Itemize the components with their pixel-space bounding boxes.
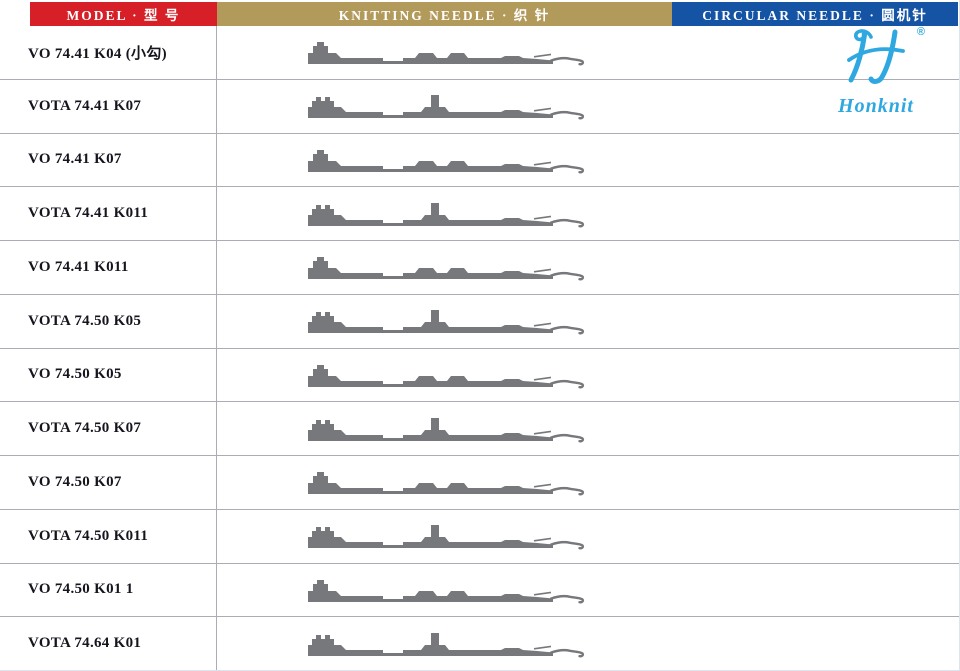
table-row: VO 74.41 K011 [0,241,959,295]
needle-cell [217,295,672,348]
model-label: VO 74.50 K01 1 [28,581,134,598]
table-row: VO 74.50 K01 1 [0,563,959,618]
stylized-h-icon [847,29,905,85]
needle-cell [217,617,672,670]
model-cell: VO 74.41 K011 [0,241,217,294]
model-label: VOTA 74.64 K01 [28,635,142,652]
table-row: VOTA 74.50 K05 [0,294,959,349]
model-cell: VOTA 74.41 K07 [0,79,217,133]
model-label: VOTA 74.41 K011 [28,205,149,222]
needle-silhouette [307,632,584,658]
table-row: VOTA 74.50 K07 [0,402,959,456]
model-label: VOTA 74.41 K07 [28,97,142,114]
registered-trademark-symbol: ® [916,26,925,38]
model-cell: VO 74.41 K04 (小勾) [0,26,217,79]
row-spacer [672,564,959,617]
model-label: VO 74.50 K07 [28,473,122,490]
needle-silhouette [307,202,584,228]
table-row: VO 74.50 K07 [0,456,959,510]
model-cell: VO 74.50 K05 [0,348,217,402]
table-row: VOTA 74.41 K011 [0,187,959,241]
model-label: VO 74.41 K011 [28,258,129,275]
header-left-gap [0,2,30,26]
brand-name: Honknit [838,95,914,117]
needle-cell [217,26,672,79]
needle-cell [217,510,672,563]
model-cell: VOTA 74.50 K07 [0,402,217,455]
needle-cell [217,241,672,294]
needle-table: VO 74.41 K04 (小勾) VOTA 74.41 K07 VO 74.4… [0,26,959,670]
row-spacer [672,134,959,187]
needle-silhouette [307,310,584,335]
row-spacer [672,617,959,670]
model-cell: VO 74.50 K01 1 [0,563,217,617]
table-row: VO 74.50 K05 [0,348,959,403]
needle-silhouette [307,95,584,120]
model-cell: VOTA 74.50 K05 [0,294,217,348]
model-cell: VOTA 74.50 K011 [0,509,217,563]
needle-cell [217,456,672,509]
needle-cell [217,402,672,455]
brand-logo: ® Honknit [813,26,939,118]
knitting-needle-header: KNITTING NEEDLE · 织 针 [217,2,672,26]
row-spacer [672,456,959,509]
needle-cell [217,134,672,187]
table-row: VOTA 74.50 K011 [0,509,959,564]
header-bar: MODEL · 型 号 KNITTING NEEDLE · 织 针 CIRCUL… [0,2,959,26]
row-spacer [672,241,959,294]
model-label: VOTA 74.50 K05 [28,312,142,329]
model-cell: VOTA 74.64 K01 [0,617,217,670]
row-spacer [672,402,959,455]
model-cell: VOTA 74.41 K011 [0,187,217,240]
needle-silhouette [307,149,584,174]
model-cell: VO 74.41 K07 [0,133,217,187]
row-spacer [672,295,959,348]
table-row: VOTA 74.41 K07 [0,79,959,134]
needle-silhouette [307,42,584,66]
model-cell: VO 74.50 K07 [0,456,217,509]
model-label: VO 74.41 K07 [28,151,122,168]
needle-silhouette [307,525,584,550]
needle-cell [217,349,672,402]
model-label: VO 74.41 K04 (小勾) [28,45,167,62]
table-row: VO 74.41 K04 (小勾) [0,26,959,80]
needle-silhouette [307,364,584,389]
needle-cell [217,564,672,617]
model-label: VO 74.50 K05 [28,366,122,383]
needle-silhouette [307,472,584,496]
needle-silhouette [307,257,584,281]
model-column-header: MODEL · 型 号 [30,2,217,26]
circular-needle-header: CIRCULAR NEEDLE · 圆机针 [672,2,958,26]
model-label: VOTA 74.50 K011 [28,527,149,544]
table-row: VOTA 74.64 K01 [0,617,959,670]
row-spacer [672,349,959,402]
needle-cell [217,80,672,133]
row-spacer [672,187,959,240]
row-spacer [672,510,959,563]
model-label: VOTA 74.50 K07 [28,420,142,437]
needle-silhouette [307,579,584,604]
needle-silhouette [307,417,584,443]
needle-cell [217,187,672,240]
table-row: VO 74.41 K07 [0,133,959,188]
